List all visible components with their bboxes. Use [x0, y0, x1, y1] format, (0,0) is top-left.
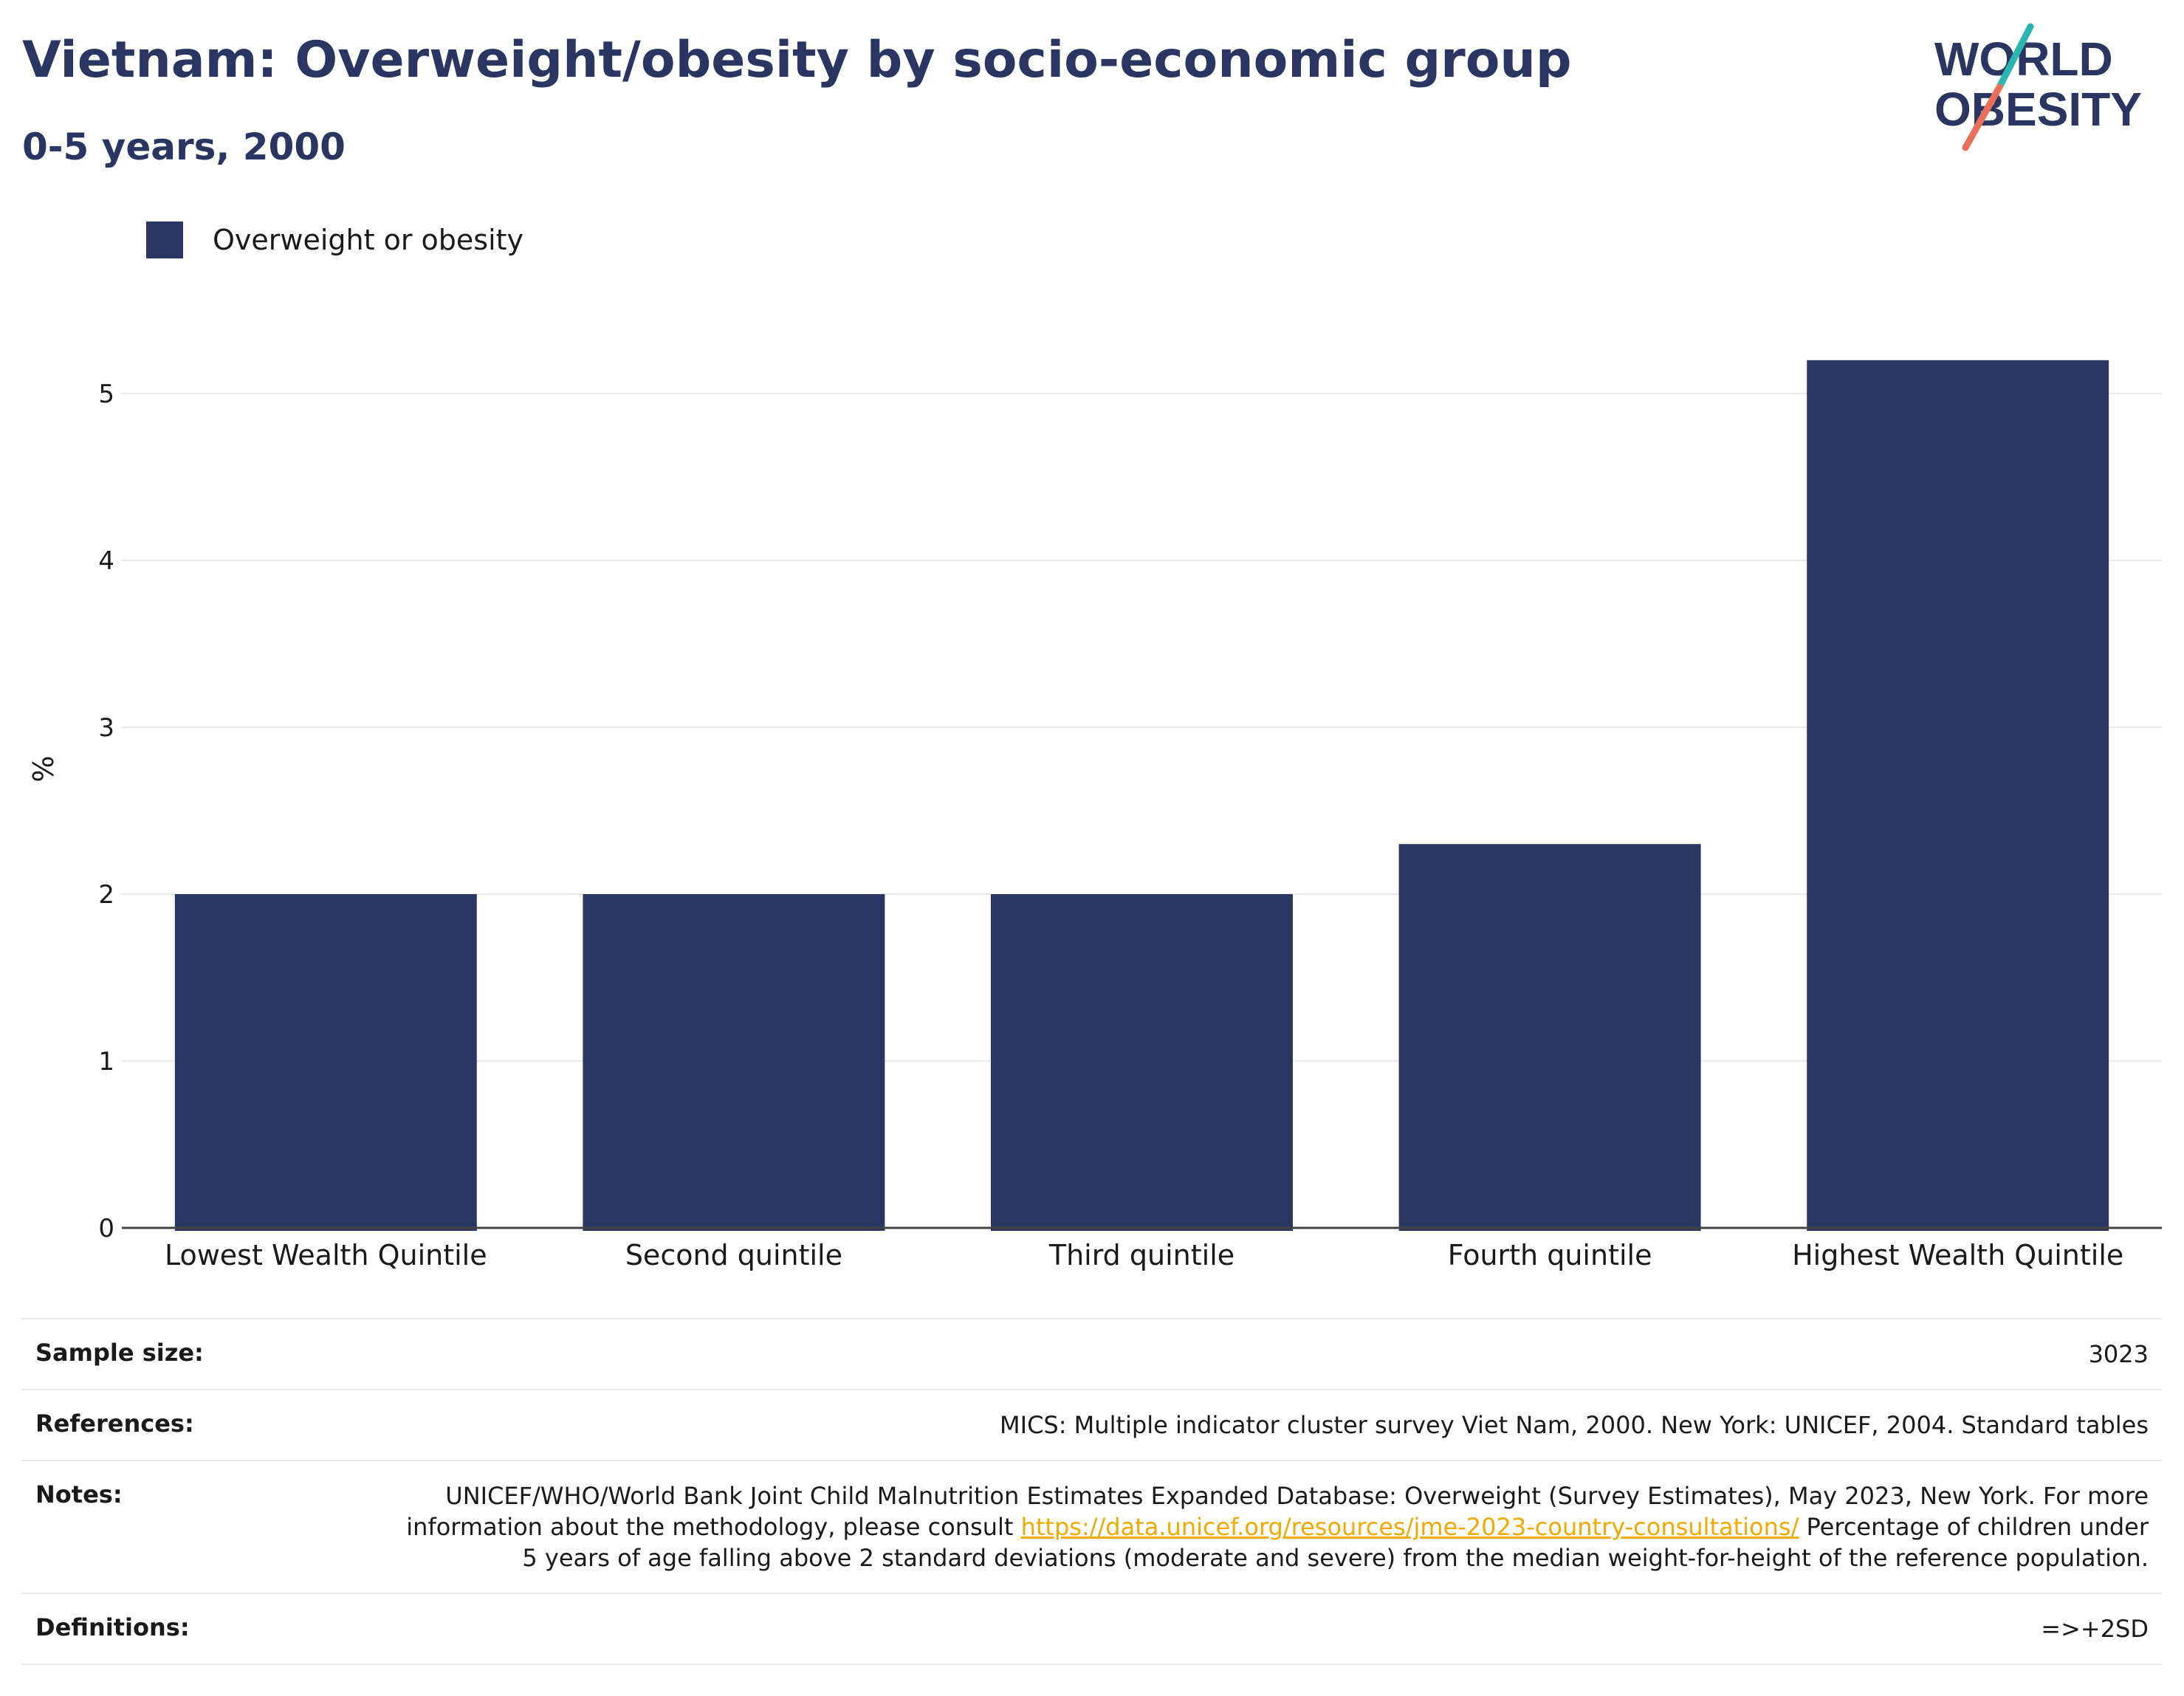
logo-slash-coral: [1962, 83, 2003, 151]
chart-subtitle: 0-5 years, 2000: [22, 126, 346, 168]
y-tick-label: 0: [98, 1214, 114, 1243]
y-tick-label: 5: [98, 380, 114, 409]
y-tick-label: 4: [98, 546, 114, 576]
notes-row: Notes: UNICEF/WHO/World Bank Joint Child…: [22, 1460, 2162, 1593]
x-tick-label: Fourth quintile: [1448, 1239, 1652, 1271]
x-tick-label: Highest Wealth Quintile: [1792, 1239, 2123, 1271]
bar-chart: 0 1 2 3 4 5% Lowest Wealth Quintile Second quin…: [27, 360, 2162, 1271]
x-tick-label: Lowest Wealth Quintile: [165, 1239, 487, 1271]
legend[interactable]: Overweight or obesity: [146, 218, 523, 262]
references-label: References:: [35, 1410, 194, 1438]
definitions-value: =>+2SD: [2041, 1615, 2149, 1643]
y-tick-label: 1: [98, 1047, 114, 1077]
logo-word-obesity: OBESITY: [1934, 83, 2142, 136]
definitions-label: Definitions:: [35, 1613, 190, 1641]
notes-link[interactable]: https://data.unicef.org/resources/jme-20…: [1020, 1513, 1799, 1541]
info-table: Sample size: 3023 References: MICS: Mult…: [22, 1318, 2162, 1665]
x-tick-label: Second quintile: [625, 1239, 842, 1271]
sample-size-row: Sample size: 3023: [22, 1318, 2162, 1389]
logo-slash-teal: [1996, 23, 2034, 91]
bar: [583, 894, 885, 1231]
references-value: MICS: Multiple indicator cluster survey …: [1000, 1411, 2149, 1439]
references-row: References: MICS: Multiple indicator clu…: [22, 1389, 2162, 1460]
bar: [174, 894, 477, 1231]
world-obesity-logo: WORLD OBESITY: [1934, 23, 2142, 151]
notes-text-2: Percentage of children under 5 years of …: [522, 1513, 2149, 1572]
sample-size-label: Sample size:: [35, 1339, 204, 1367]
bar: [1807, 360, 2109, 1231]
legend-swatch: [146, 222, 183, 258]
y-tick-label: 2: [98, 880, 114, 910]
notes-value: UNICEF/WHO/World Bank Joint Child Malnut…: [391, 1480, 2149, 1573]
y-axis-label: %: [27, 755, 60, 782]
bar: [1398, 844, 1701, 1231]
notes-label: Notes:: [35, 1480, 123, 1508]
definitions-row: Definitions: =>+2SD: [22, 1593, 2162, 1665]
bar: [991, 894, 1293, 1231]
notes-text-1: UNICEF/WHO/World Bank Joint Child Malnut…: [406, 1482, 2149, 1541]
x-tick-label: Third quintile: [1048, 1239, 1234, 1271]
legend-label: Overweight or obesity: [213, 224, 524, 256]
chart-title: Vietnam: Overweight/obesity by socio-eco…: [22, 31, 1572, 89]
sample-size-value: 3023: [2088, 1340, 2149, 1368]
y-tick-label: 3: [98, 713, 114, 743]
